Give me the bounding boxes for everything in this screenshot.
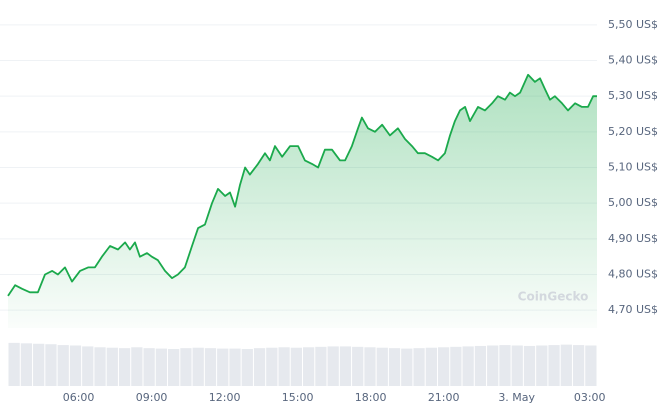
y-tick-label: 4,90 US$ (608, 232, 658, 245)
volume-bar (82, 346, 94, 386)
volume-bar (8, 342, 20, 386)
area (8, 74, 597, 328)
volume-bar (155, 348, 168, 386)
volume-bar (401, 348, 413, 386)
x-tick-label: 3. May (498, 391, 535, 404)
volume-bar (131, 347, 143, 386)
volume-bar (45, 344, 57, 386)
volume-bar (364, 347, 376, 386)
volume-bar (217, 348, 229, 386)
volume-bar (548, 345, 560, 386)
volume-bar (94, 347, 106, 386)
x-tick-label: 06:00 (63, 391, 95, 404)
volume-bar (572, 345, 585, 386)
volume-bar (266, 347, 278, 386)
volume-bar (192, 347, 204, 386)
volume-bar (106, 347, 118, 386)
y-tick-label: 5,30 US$ (608, 89, 658, 102)
x-tick-label: 12:00 (209, 391, 241, 404)
volume-bar (352, 346, 364, 386)
volume-bar (499, 345, 511, 386)
volume-bar (585, 345, 597, 386)
volume-bar (474, 345, 487, 386)
watermark: CoinGecko (518, 290, 589, 304)
volume-bar (388, 348, 401, 386)
volume-bar (229, 348, 241, 386)
volume-bar (560, 344, 572, 386)
volume-bar (204, 348, 217, 386)
volume-bar (253, 348, 266, 386)
volume-bar (20, 343, 33, 386)
y-tick-label: 4,70 US$ (608, 303, 658, 316)
x-tick-label: 09:00 (136, 391, 168, 404)
y-tick-label: 5,40 US$ (608, 54, 658, 67)
volume-bar (536, 345, 548, 386)
volume-bar (168, 349, 180, 386)
x-tick-label: 18:00 (355, 391, 387, 404)
volume-bar (303, 347, 315, 386)
volume-bar (376, 347, 388, 386)
volume-bar (278, 347, 290, 386)
volume-bar (57, 345, 69, 386)
y-tick-label: 4,80 US$ (608, 268, 658, 281)
y-tick-label: 5,00 US$ (608, 196, 658, 209)
volume-bar (339, 346, 352, 386)
volume-bar (180, 348, 192, 386)
volume-bar (69, 345, 82, 386)
volume-bar (118, 348, 131, 386)
volume-bar (33, 343, 45, 386)
price-line (7, 73, 597, 297)
volume-bar (425, 347, 437, 386)
volume-bar (327, 346, 339, 386)
x-tick-label: 15:00 (282, 391, 314, 404)
volume-bar (437, 347, 450, 386)
volume-bar (241, 349, 253, 386)
y-tick-label: 5,20 US$ (608, 125, 658, 138)
volume-bar (315, 346, 327, 386)
volume-bar (413, 348, 425, 386)
x-tick-label: 03:00 (574, 391, 606, 404)
y-tick-label: 5,10 US$ (608, 161, 658, 174)
volume-bar (523, 345, 536, 386)
y-tick-label: 5,50 US$ (608, 18, 658, 31)
volume-bar (450, 346, 462, 386)
volume-bar (487, 345, 499, 386)
x-tick-label: 21:00 (428, 391, 460, 404)
volume-bar (143, 348, 155, 386)
volume-bar (290, 347, 302, 386)
volume-bar (462, 346, 474, 386)
volume-bar (511, 345, 523, 386)
